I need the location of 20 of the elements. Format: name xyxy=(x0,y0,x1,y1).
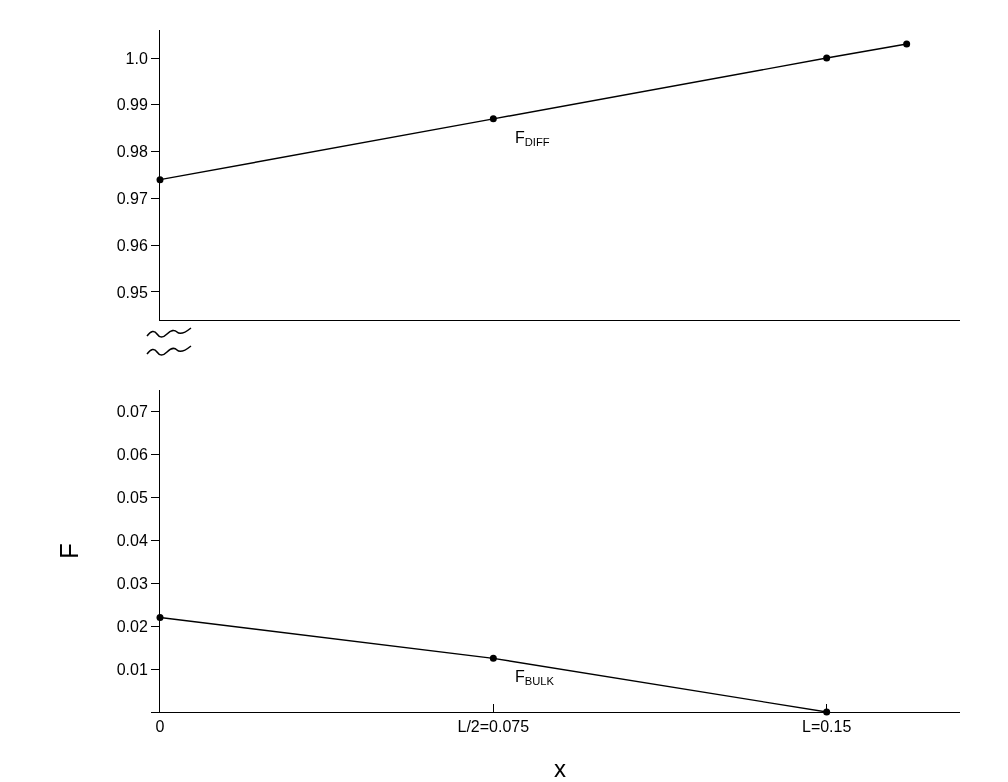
y-tick-label: 0.06 xyxy=(116,446,148,463)
x-tick-label: 0 xyxy=(155,718,165,736)
x-axis-title: x xyxy=(554,755,566,782)
y-tick-label: 1.0 xyxy=(125,49,148,67)
y-tick-label: 0.95 xyxy=(116,283,148,301)
y-tick-label: 0.98 xyxy=(116,143,148,161)
y-tick-label: 0.02 xyxy=(116,617,148,635)
y-axis-title: F xyxy=(54,543,85,559)
x-tick-label: L=0.15 xyxy=(801,718,852,736)
y-tick-label: 0.97 xyxy=(116,189,148,207)
y-tick-label: 0.01 xyxy=(116,660,148,678)
y-tick-label: 0.07 xyxy=(116,403,148,421)
series-label: F$_{BULK}$ xyxy=(515,668,555,688)
series-label: F$_{DIFF}$ xyxy=(515,129,550,149)
x-tick-label: L/2=0.075 xyxy=(457,718,530,736)
y-tick-label: 0.99 xyxy=(116,96,148,114)
y-tick-label: 0.03 xyxy=(116,574,148,592)
y-tick-label: 0.05 xyxy=(116,488,148,506)
y-tick-label: 0.96 xyxy=(116,236,148,254)
y-tick-label: 0.04 xyxy=(116,531,148,549)
